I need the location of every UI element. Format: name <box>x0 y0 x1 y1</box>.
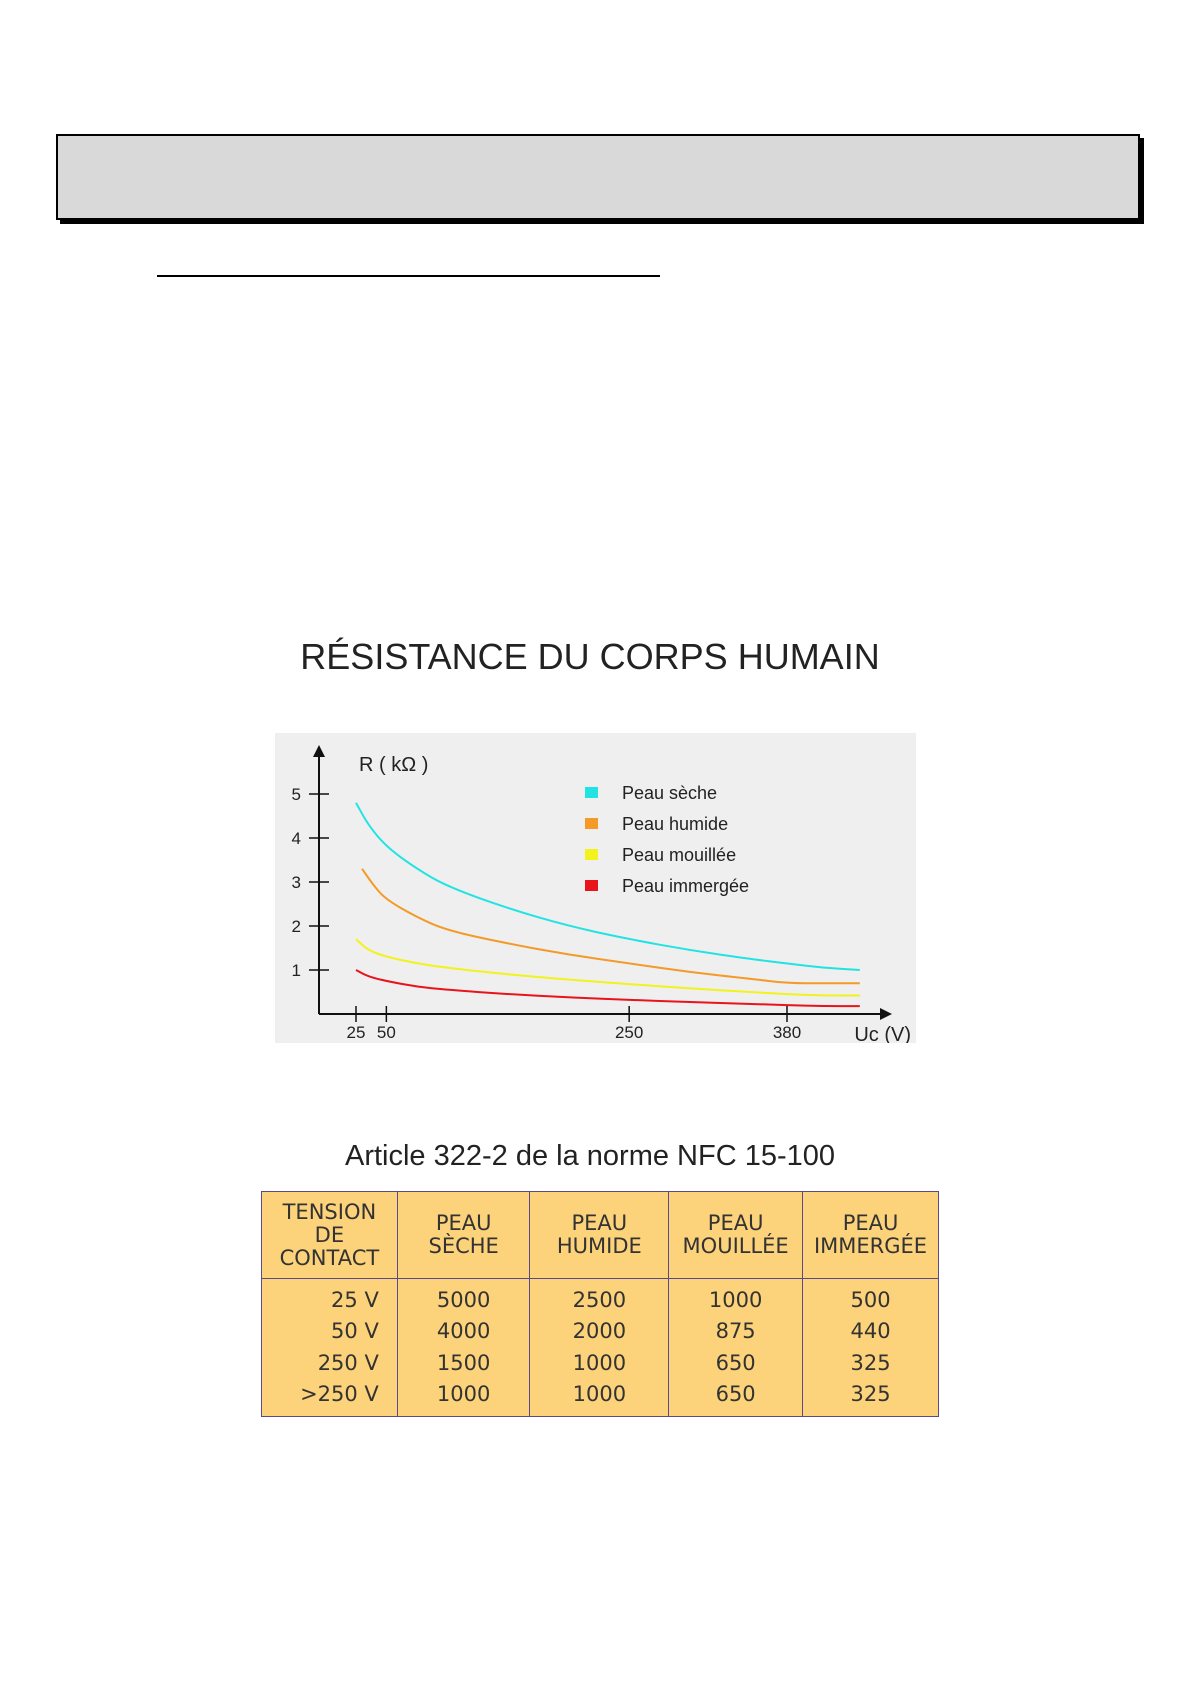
legend-label: Peau humide <box>622 814 728 834</box>
legend-label: Peau sèche <box>622 783 717 803</box>
legend-swatch <box>585 849 598 860</box>
y-axis-label: R ( kΩ ) <box>359 754 428 776</box>
legend-label: Peau immergée <box>622 876 749 896</box>
y-tick-label: 4 <box>292 829 301 848</box>
y-tick-label: 3 <box>292 873 301 892</box>
x-tick-label: 250 <box>615 1023 643 1042</box>
resistance-table: TENSION DE CONTACT PEAU SÈCHE PEAU HUMID… <box>261 1191 939 1417</box>
series-line-1 <box>355 802 860 971</box>
y-tick-label: 2 <box>292 917 301 936</box>
header-peau-humide: PEAU HUMIDE <box>529 1191 670 1279</box>
header-peau-immergee: PEAU IMMERGÉE <box>802 1191 939 1279</box>
chart-title: RÉSISTANCE DU CORPS HUMAIN <box>300 636 880 677</box>
header-peau-seche: PEAU SÈCHE <box>396 1191 531 1279</box>
column-peau-seche-values: 5000 4000 1500 1000 <box>396 1278 531 1417</box>
chart-panel: 1 2 3 4 5 25 50 250 380 Uc (V) R ( kΩ ) Peau sèche P… <box>275 733 916 1043</box>
series-line-4 <box>355 969 860 1008</box>
header-tension-contact: TENSION DE CONTACT <box>261 1191 398 1279</box>
legend-swatch <box>585 880 598 891</box>
table-header-row: TENSION DE CONTACT PEAU SÈCHE PEAU HUMID… <box>261 1191 939 1279</box>
header-peau-mouillee: PEAU MOUILLÉE <box>668 1191 804 1279</box>
legend-label: Peau mouillée <box>622 845 736 865</box>
y-axis-arrow-icon <box>313 745 325 757</box>
x-axis-arrow-icon <box>880 1008 892 1020</box>
x-axis-label: Uc (V) <box>854 1024 911 1043</box>
column-peau-mouillee-values: 1000 875 650 650 <box>668 1278 804 1417</box>
table-row: 25 V 50 V 250 V >250 V 5000 4000 1500 10… <box>261 1278 939 1417</box>
table-caption: Article 322-2 de la norme NFC 15-100 <box>344 1140 835 1172</box>
series-line-2 <box>361 868 860 985</box>
y-tick-label: 1 <box>292 961 301 980</box>
y-tick-label: 5 <box>292 785 301 804</box>
column-tension-values: 25 V 50 V 250 V >250 V <box>261 1278 398 1417</box>
resistance-chart: 1 2 3 4 5 25 50 250 380 Uc (V) R ( kΩ ) Peau sèche P… <box>292 745 911 1043</box>
x-tick-label: 380 <box>773 1023 801 1042</box>
legend-swatch <box>585 787 598 798</box>
x-tick-label: 25 <box>347 1023 366 1042</box>
column-peau-humide-values: 2500 2000 1000 1000 <box>529 1278 670 1417</box>
header-box <box>56 134 1140 220</box>
underline-rule <box>157 275 660 277</box>
series-line-3 <box>355 938 860 997</box>
column-peau-immergee-values: 500 440 325 325 <box>802 1278 939 1417</box>
legend-swatch <box>585 818 598 829</box>
x-tick-label: 50 <box>377 1023 396 1042</box>
